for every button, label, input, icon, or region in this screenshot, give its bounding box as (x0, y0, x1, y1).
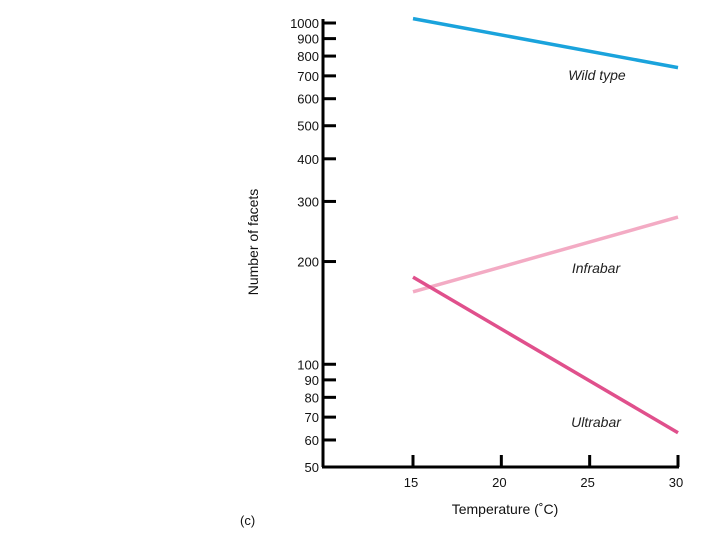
y-tick-label-200: 200 (297, 255, 319, 270)
series-line-infrabar (412, 215, 679, 294)
series-label-ultrabar: Ultrabar (571, 414, 622, 430)
axes (321, 19, 679, 469)
y-tick-label-700: 700 (297, 69, 319, 84)
x-ticks: 15 20 25 30 (404, 455, 683, 490)
x-tick-label-25: 25 (580, 475, 594, 490)
y-tick-label-600: 600 (297, 92, 319, 107)
x-tick-label-15: 15 (404, 475, 418, 490)
series-line-ultrabar (412, 275, 679, 435)
series-label-infrabar: Infrabar (572, 260, 622, 276)
y-tick-label-900: 900 (297, 32, 319, 47)
panel-label: (c) (240, 513, 255, 528)
y-tick-label-1000: 1000 (290, 16, 319, 31)
y-tick-label-100: 100 (297, 357, 319, 372)
y-axis-title: Number of facets (245, 189, 261, 296)
y-tick-label-50: 50 (305, 460, 319, 475)
y-tick-label-400: 400 (297, 152, 319, 167)
y-tick-label-70: 70 (305, 410, 319, 425)
x-tick-label-20: 20 (492, 475, 506, 490)
series-lines (412, 16, 679, 435)
series-line-wild-type (412, 16, 679, 70)
y-tick-label-80: 80 (305, 390, 319, 405)
y-tick-label-800: 800 (297, 49, 319, 64)
series-labels: Wild type Infrabar Ultrabar (568, 67, 626, 430)
x-axis-title: Temperature (˚C) (452, 501, 559, 517)
y-tick-label-90: 90 (305, 373, 319, 388)
y-tick-label-500: 500 (297, 119, 319, 134)
x-tick-label-30: 30 (669, 475, 683, 490)
y-tick-label-60: 60 (305, 433, 319, 448)
y-tick-label-300: 300 (297, 194, 319, 209)
series-label-wild-type: Wild type (568, 67, 626, 83)
